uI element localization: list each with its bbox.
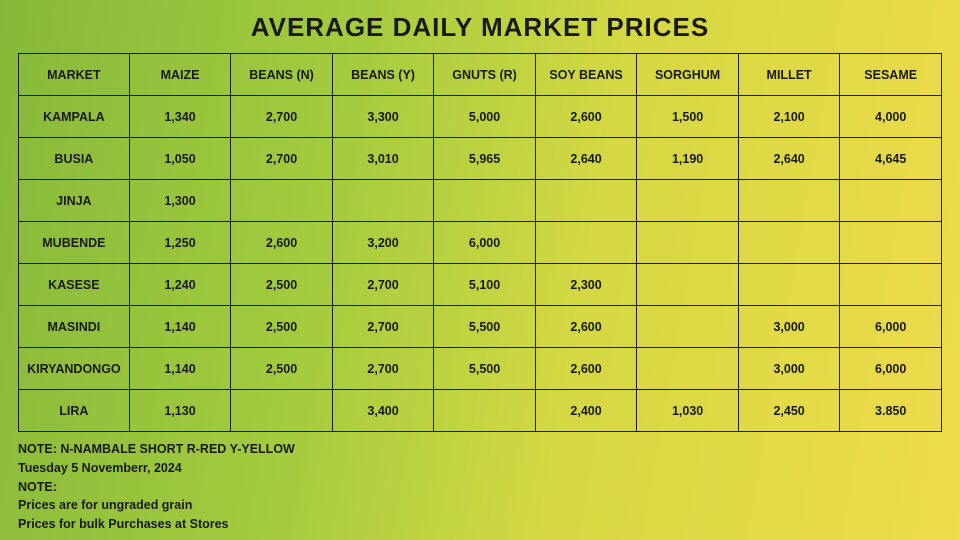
table-row: KIRYANDONGO1,1402,5002,7005,5002,600 3,00… <box>19 348 942 390</box>
price-cell: 2,500 <box>231 264 333 306</box>
page-title: AVERAGE DAILY MARKET PRICES <box>18 12 942 43</box>
price-cell: 5,000 <box>434 96 536 138</box>
col-header: SESAME <box>840 54 942 96</box>
col-header: SOY BEANS <box>535 54 637 96</box>
price-cell: 2,600 <box>535 96 637 138</box>
price-cell: 1,190 <box>637 138 739 180</box>
market-cell: MUBENDE <box>19 222 130 264</box>
price-cell: 1,140 <box>129 306 231 348</box>
price-cell: 3.850 <box>840 390 942 432</box>
market-cell: BUSIA <box>19 138 130 180</box>
col-header: SORGHUM <box>637 54 739 96</box>
col-header: MILLET <box>738 54 840 96</box>
price-cell <box>434 180 536 222</box>
price-cell: 1,500 <box>637 96 739 138</box>
price-cell: 5,965 <box>434 138 536 180</box>
market-cell: KASESE <box>19 264 130 306</box>
market-cell: JINJA <box>19 180 130 222</box>
price-cell: 2,450 <box>738 390 840 432</box>
price-cell: 2,700 <box>231 96 333 138</box>
price-cell <box>840 264 942 306</box>
price-cell <box>637 180 739 222</box>
note-line: Tuesday 5 Novemberr, 2024 <box>18 459 942 478</box>
price-cell <box>535 222 637 264</box>
price-cell <box>738 222 840 264</box>
col-header: MARKET <box>19 54 130 96</box>
price-cell: 2,500 <box>231 306 333 348</box>
price-cell: 1,140 <box>129 348 231 390</box>
price-cell: 1,340 <box>129 96 231 138</box>
price-cell: 2,700 <box>332 306 434 348</box>
price-cell: 3,200 <box>332 222 434 264</box>
col-header: BEANS (N) <box>231 54 333 96</box>
price-cell: 1,050 <box>129 138 231 180</box>
price-cell: 2,100 <box>738 96 840 138</box>
note-line: Prices for bulk Purchases at Stores <box>18 515 942 534</box>
price-cell: 1,250 <box>129 222 231 264</box>
price-cell: 6,000 <box>434 222 536 264</box>
price-cell: 3,400 <box>332 390 434 432</box>
notes-block: NOTE: N-NAMBALE SHORT R-RED Y-YELLOW Tue… <box>18 440 942 534</box>
market-cell: MASINDI <box>19 306 130 348</box>
price-cell: 2,600 <box>535 306 637 348</box>
price-cell: 5,500 <box>434 348 536 390</box>
table-row: MASINDI1,1402,5002,7005,5002,600 3,0006,0… <box>19 306 942 348</box>
col-header: MAIZE <box>129 54 231 96</box>
table-row: LIRA1,130 3,400 2,4001,0302,4503.850 <box>19 390 942 432</box>
price-cell: 2,700 <box>332 264 434 306</box>
table-row: JINJA1,300 <box>19 180 942 222</box>
price-cell: 3,010 <box>332 138 434 180</box>
price-cell: 5,100 <box>434 264 536 306</box>
price-cell <box>637 264 739 306</box>
note-line: Prices are for ungraded grain <box>18 496 942 515</box>
table-body: KAMPALA1,3402,7003,3005,0002,6001,5002,1… <box>19 96 942 432</box>
table-row: KASESE1,2402,5002,7005,1002,300 <box>19 264 942 306</box>
price-cell <box>738 264 840 306</box>
price-cell: 3,300 <box>332 96 434 138</box>
price-cell <box>637 348 739 390</box>
price-cell: 6,000 <box>840 306 942 348</box>
price-cell: 6,000 <box>840 348 942 390</box>
note-line: NOTE: <box>18 478 942 497</box>
price-cell <box>637 222 739 264</box>
price-cell <box>840 222 942 264</box>
market-cell: KIRYANDONGO <box>19 348 130 390</box>
header-row: MARKET MAIZE BEANS (N) BEANS (Y) GNUTS (… <box>19 54 942 96</box>
price-cell: 2,640 <box>535 138 637 180</box>
price-table: MARKET MAIZE BEANS (N) BEANS (Y) GNUTS (… <box>18 53 942 432</box>
price-cell: 1,030 <box>637 390 739 432</box>
price-cell: 1,300 <box>129 180 231 222</box>
price-cell <box>535 180 637 222</box>
price-cell <box>738 180 840 222</box>
price-cell: 2,600 <box>535 348 637 390</box>
price-cell: 3,000 <box>738 306 840 348</box>
price-cell: 2,600 <box>231 222 333 264</box>
price-cell <box>231 390 333 432</box>
price-cell: 2,700 <box>332 348 434 390</box>
table-row: KAMPALA1,3402,7003,3005,0002,6001,5002,1… <box>19 96 942 138</box>
price-cell <box>434 390 536 432</box>
price-cell: 3,000 <box>738 348 840 390</box>
price-cell: 2,500 <box>231 348 333 390</box>
price-cell <box>231 180 333 222</box>
price-cell: 4,000 <box>840 96 942 138</box>
price-cell: 1,240 <box>129 264 231 306</box>
market-cell: LIRA <box>19 390 130 432</box>
market-cell: KAMPALA <box>19 96 130 138</box>
price-cell: 2,400 <box>535 390 637 432</box>
col-header: GNUTS (R) <box>434 54 536 96</box>
price-cell <box>637 306 739 348</box>
price-cell: 4,645 <box>840 138 942 180</box>
price-cell: 2,640 <box>738 138 840 180</box>
col-header: BEANS (Y) <box>332 54 434 96</box>
price-cell: 5,500 <box>434 306 536 348</box>
price-cell <box>840 180 942 222</box>
price-cell <box>332 180 434 222</box>
table-row: BUSIA1,0502,7003,0105,9652,6401,1902,640… <box>19 138 942 180</box>
price-cell: 2,300 <box>535 264 637 306</box>
price-cell: 1,130 <box>129 390 231 432</box>
table-row: MUBENDE1,2502,6003,2006,000 <box>19 222 942 264</box>
price-cell: 2,700 <box>231 138 333 180</box>
note-line: NOTE: N-NAMBALE SHORT R-RED Y-YELLOW <box>18 440 942 459</box>
